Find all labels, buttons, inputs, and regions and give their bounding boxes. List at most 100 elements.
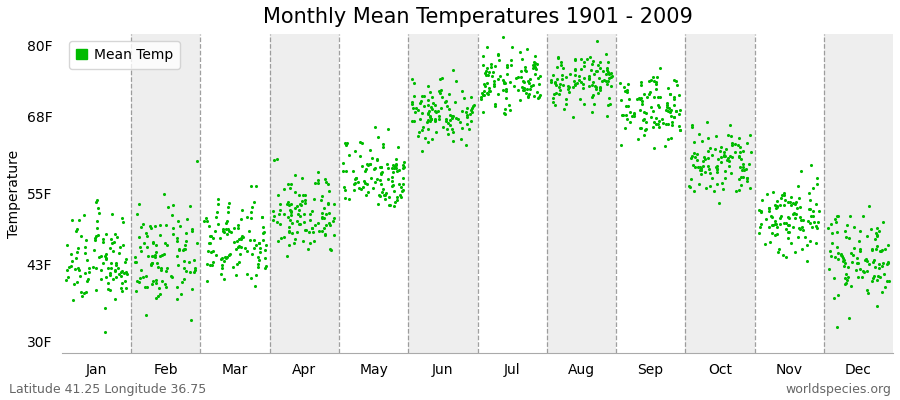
Point: [491, 76, 505, 82]
Point: [346, 186, 361, 193]
Point: [871, 273, 886, 280]
Point: [517, 79, 531, 85]
Bar: [270, 34, 339, 353]
Point: [107, 296, 122, 302]
Point: [114, 268, 129, 274]
Point: [336, 160, 350, 167]
Point: [584, 94, 598, 100]
Point: [211, 201, 225, 208]
Point: [415, 92, 429, 99]
Point: [90, 232, 104, 238]
Point: [702, 170, 716, 176]
Point: [796, 216, 810, 223]
Point: [647, 94, 662, 100]
Point: [617, 124, 632, 131]
Point: [782, 222, 796, 228]
Point: [649, 78, 663, 85]
Point: [317, 215, 331, 221]
Point: [390, 193, 404, 200]
Point: [103, 272, 117, 278]
Point: [391, 196, 405, 203]
Point: [709, 181, 724, 187]
Point: [710, 166, 724, 172]
Point: [488, 101, 502, 107]
Point: [202, 233, 217, 239]
Point: [487, 77, 501, 84]
Point: [351, 179, 365, 186]
Point: [454, 108, 469, 114]
Point: [249, 272, 264, 278]
Point: [528, 60, 543, 66]
Point: [627, 112, 642, 119]
Point: [881, 242, 896, 248]
Point: [601, 78, 616, 84]
Point: [396, 186, 410, 193]
Point: [770, 203, 785, 209]
Point: [728, 141, 742, 148]
Point: [114, 284, 129, 291]
Point: [847, 245, 861, 251]
Point: [248, 242, 263, 248]
Point: [853, 246, 868, 252]
Point: [870, 243, 885, 250]
Point: [600, 102, 615, 108]
Point: [327, 215, 341, 221]
Point: [177, 276, 192, 282]
Point: [643, 89, 657, 96]
Point: [423, 113, 437, 119]
Point: [424, 116, 438, 122]
Point: [140, 273, 154, 279]
Point: [349, 175, 364, 181]
Point: [232, 259, 247, 265]
Point: [794, 217, 808, 224]
Point: [180, 216, 194, 222]
Point: [315, 210, 329, 216]
Point: [338, 184, 352, 190]
Point: [801, 218, 815, 224]
Point: [684, 176, 698, 182]
Point: [425, 94, 439, 100]
Point: [319, 211, 333, 218]
Point: [474, 90, 489, 96]
Point: [634, 94, 648, 101]
Point: [298, 197, 312, 204]
Point: [649, 115, 663, 122]
Point: [770, 231, 784, 237]
Point: [530, 89, 544, 95]
Point: [291, 211, 305, 218]
Point: [428, 108, 442, 114]
Point: [133, 247, 148, 254]
Point: [652, 124, 666, 130]
Point: [446, 129, 460, 135]
Point: [465, 103, 480, 110]
Point: [205, 258, 220, 265]
Point: [116, 242, 130, 249]
Point: [74, 233, 88, 240]
Point: [322, 220, 337, 226]
Point: [421, 117, 436, 123]
Point: [779, 226, 794, 232]
Point: [443, 122, 457, 129]
Point: [551, 54, 565, 61]
Point: [638, 119, 652, 126]
Point: [292, 207, 307, 214]
Point: [360, 181, 374, 188]
Point: [302, 246, 316, 252]
Point: [231, 222, 246, 228]
Point: [667, 96, 681, 102]
Point: [661, 121, 675, 127]
Point: [221, 228, 236, 234]
Point: [527, 62, 542, 68]
Point: [552, 84, 566, 90]
Point: [837, 228, 851, 234]
Point: [714, 144, 728, 150]
Point: [796, 226, 810, 233]
Point: [376, 144, 391, 150]
Point: [768, 232, 782, 238]
Point: [153, 232, 167, 238]
Point: [464, 111, 478, 117]
Point: [302, 228, 317, 235]
Point: [234, 244, 248, 250]
Point: [95, 236, 110, 242]
Point: [284, 181, 298, 188]
